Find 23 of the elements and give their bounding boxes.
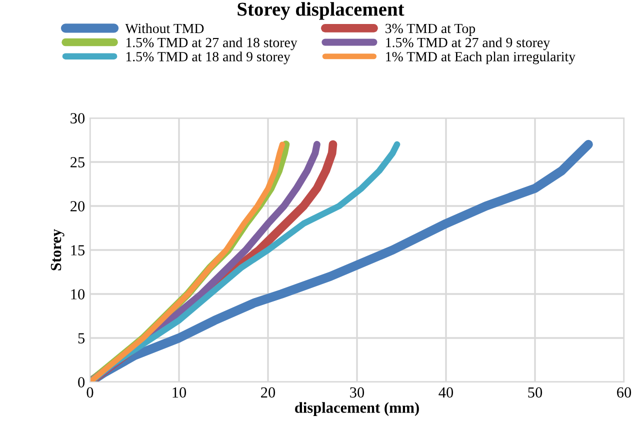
legend-label: 1.5% TMD at 18 and 9 storey xyxy=(126,52,290,64)
x-tick-label: 60 xyxy=(617,387,632,398)
x-tick-label: 40 xyxy=(438,387,454,398)
y-tick-label: 20 xyxy=(70,201,85,212)
y-axis-title: Storey xyxy=(50,229,64,270)
x-tick-label: 0 xyxy=(86,387,94,398)
y-tick-label: 0 xyxy=(78,377,85,388)
x-axis-title: displacement (mm) xyxy=(295,402,419,416)
x-tick-label: 50 xyxy=(528,387,542,398)
y-tick-label: 15 xyxy=(71,245,85,256)
legend-label: 1.5% TMD at 27 and 18 storey xyxy=(126,37,298,50)
y-tick-label: 25 xyxy=(70,157,85,168)
legend-label: 1.5% TMD at 27 and 9 storey xyxy=(386,37,550,50)
legend-label: 3% TMD at Top xyxy=(386,24,476,36)
y-tick-label: 5 xyxy=(78,333,85,344)
x-tick-label: 10 xyxy=(172,387,186,398)
legend-label: Without TMD xyxy=(125,23,204,34)
chart-title: Storey displacement xyxy=(238,2,404,20)
legend-label: 1% TMD at Each plan irregularity xyxy=(386,52,576,64)
x-tick-label: 30 xyxy=(350,387,364,398)
x-tick-label: 20 xyxy=(261,387,276,398)
y-tick-label: 30 xyxy=(70,113,85,124)
y-tick-label: 10 xyxy=(71,289,85,300)
